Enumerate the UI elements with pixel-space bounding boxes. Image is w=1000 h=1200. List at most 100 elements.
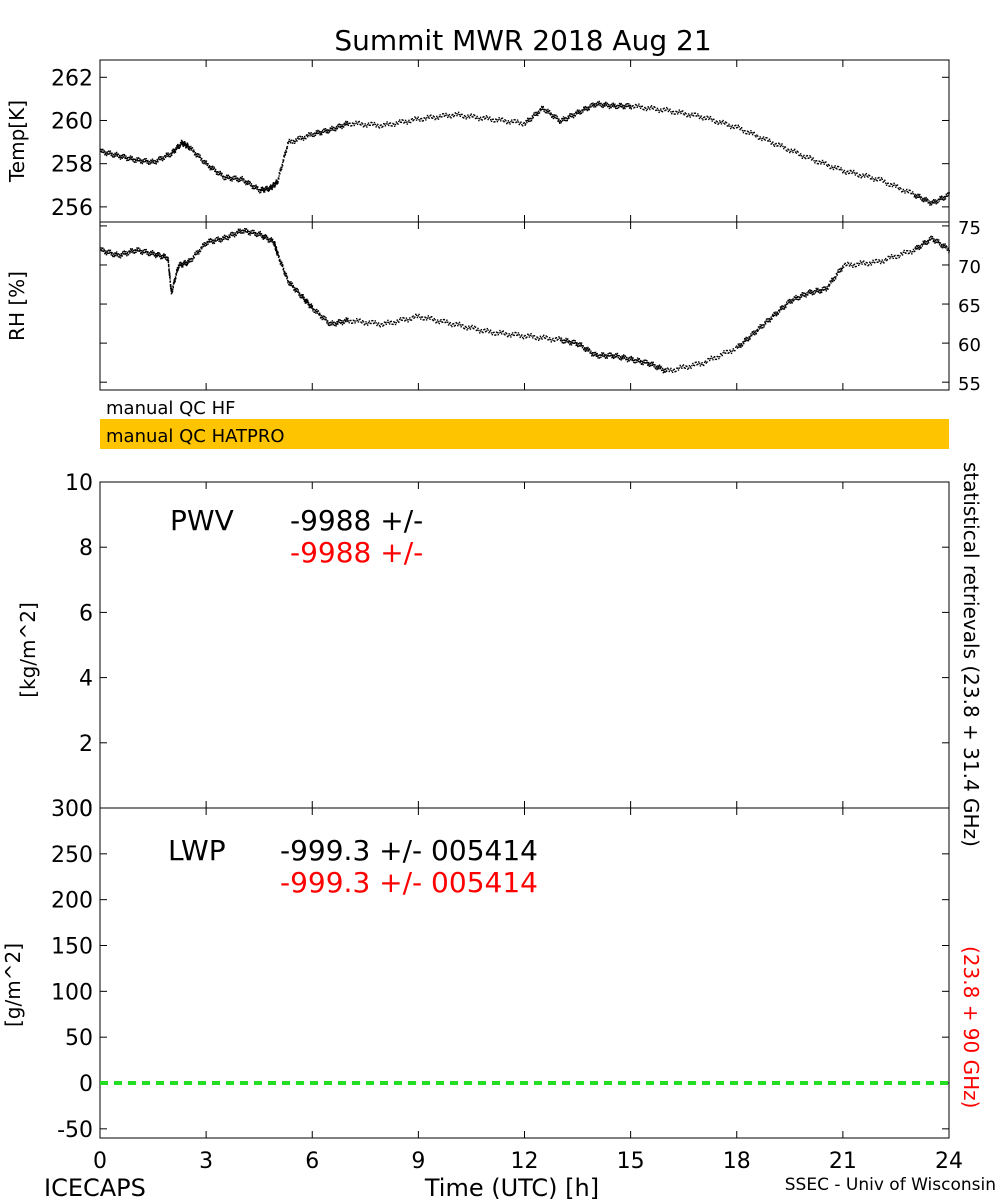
- rh-point: [890, 256, 892, 258]
- rh-point: [916, 248, 919, 250]
- rh-point: [417, 315, 419, 317]
- rh-point: [350, 319, 352, 322]
- temp-point: [333, 129, 336, 132]
- temp-point: [475, 117, 478, 119]
- rh-point: [824, 288, 826, 291]
- temp-point: [512, 121, 515, 124]
- temp-point: [476, 115, 478, 118]
- rh-point: [233, 232, 235, 234]
- temp-point: [270, 186, 272, 188]
- rh-point: [372, 320, 374, 322]
- rh-point: [241, 232, 244, 234]
- temp-point: [588, 106, 591, 108]
- rh-point: [185, 261, 187, 263]
- temp-point: [609, 104, 611, 106]
- rh-point: [484, 331, 487, 333]
- rh-point: [657, 365, 659, 367]
- temp-point: [392, 122, 394, 125]
- temp-point: [252, 186, 254, 188]
- temp-point: [502, 120, 505, 122]
- rh-point: [789, 302, 792, 304]
- temp-point: [891, 185, 894, 188]
- temp-point: [553, 115, 555, 117]
- rh-point: [223, 236, 225, 238]
- rh-point: [103, 250, 106, 252]
- temp-point: [574, 115, 577, 117]
- rh-point: [769, 319, 771, 321]
- rh-point: [939, 242, 942, 244]
- temp-point: [297, 136, 299, 138]
- temp-point: [325, 129, 327, 132]
- temp-point: [477, 117, 479, 120]
- temp-point: [768, 138, 771, 140]
- temp-point: [263, 188, 265, 190]
- temp-point: [469, 114, 472, 117]
- lwp-x-ticks: 0 3 6 9 12 15 18 21 24: [93, 60, 963, 1174]
- rh-point: [635, 359, 638, 361]
- temp-point: [818, 160, 820, 162]
- rh-point: [845, 264, 847, 267]
- rh-point: [125, 253, 128, 255]
- temp-point: [583, 109, 586, 111]
- rh-point: [466, 329, 468, 331]
- temp-point: [799, 154, 801, 157]
- rh-point: [740, 343, 743, 345]
- temp-point: [670, 111, 672, 113]
- rh-point: [235, 234, 238, 236]
- temp-point: [935, 200, 938, 203]
- rh-point: [276, 250, 279, 253]
- rh-point: [604, 357, 607, 359]
- rh-point: [311, 306, 313, 308]
- temp-point: [424, 117, 426, 119]
- temp-point: [566, 119, 569, 122]
- temp-point: [939, 197, 942, 199]
- rh-point: [794, 296, 796, 298]
- rh-point: [621, 355, 623, 357]
- temp-point: [339, 124, 341, 126]
- temp-point: [900, 191, 903, 193]
- temp-point: [604, 102, 606, 105]
- temp-point: [727, 125, 729, 127]
- temp-point: [401, 119, 403, 121]
- rh-point: [540, 337, 542, 339]
- temp-point: [279, 168, 282, 170]
- rh-point: [777, 313, 779, 315]
- temp-point: [625, 105, 628, 108]
- temp-point: [183, 143, 186, 145]
- temp-point: [340, 126, 342, 128]
- rh-point: [245, 228, 248, 230]
- rh-point: [124, 251, 126, 253]
- rh-point: [631, 358, 634, 360]
- temp-point: [173, 151, 175, 153]
- temp-point: [828, 164, 830, 167]
- rh-point: [561, 341, 563, 344]
- rh-point: [415, 314, 418, 317]
- rh-point: [556, 339, 558, 341]
- rh-point: [783, 308, 785, 310]
- rh-point: [166, 256, 169, 258]
- rh-point: [776, 312, 778, 314]
- temp-point: [515, 121, 517, 124]
- temp-point: [567, 115, 569, 117]
- temp-point: [185, 145, 187, 147]
- temp-point: [115, 153, 117, 155]
- temp-point: [707, 116, 709, 118]
- temp-point: [350, 125, 352, 127]
- temp-point: [131, 156, 133, 158]
- temp-point: [482, 116, 484, 118]
- temp-point: [176, 145, 178, 147]
- rh-point: [298, 294, 300, 296]
- temp-point: [281, 163, 283, 166]
- rh-point: [100, 249, 102, 251]
- rh-point: [268, 238, 270, 240]
- rh-point: [139, 249, 141, 252]
- temp-point: [773, 145, 776, 147]
- temp-point: [874, 178, 876, 181]
- temp-point: [777, 145, 779, 147]
- rh-point: [201, 248, 203, 250]
- lwp-y-tick-label: -50: [57, 1118, 93, 1143]
- rh-point: [208, 240, 211, 242]
- rh-point: [658, 365, 660, 368]
- temp-point: [938, 198, 940, 201]
- temp-point: [585, 109, 587, 111]
